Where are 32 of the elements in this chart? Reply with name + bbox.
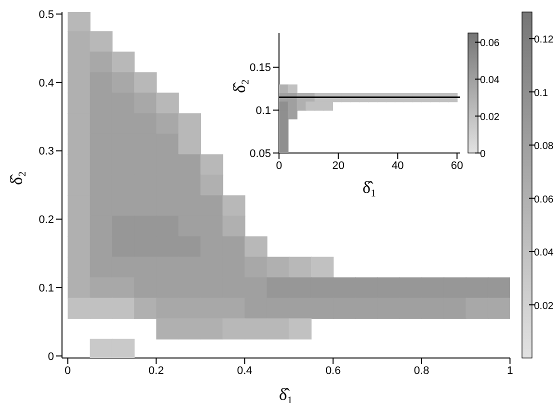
x-tick-label: 0.4 bbox=[237, 364, 252, 377]
y-tick-label: 0.1 bbox=[38, 282, 54, 294]
color-bar-label: 0.06 bbox=[480, 38, 500, 50]
y-axis-title: δ̂₂ bbox=[230, 79, 250, 93]
x-axis-title: δ̂₁ bbox=[362, 178, 376, 197]
color-bar-label: 0.04 bbox=[480, 75, 500, 86]
color-bar-label: 0 bbox=[480, 149, 486, 160]
y-tick-label: 0.4 bbox=[38, 77, 54, 90]
color-bar-label: 0.02 bbox=[534, 300, 554, 312]
x-tick-label: 0.6 bbox=[325, 364, 341, 377]
y-tick-label: 0.1 bbox=[256, 105, 271, 118]
x-tick-label: 0.2 bbox=[148, 364, 164, 377]
y-tick-label: 0.3 bbox=[38, 146, 54, 158]
y-tick-label: 0.05 bbox=[250, 148, 271, 160]
x-tick-label: 0 bbox=[276, 160, 282, 172]
y-axis-title: δ̂₂ bbox=[7, 171, 26, 185]
y-tick-label: 0.15 bbox=[250, 62, 271, 74]
x-tick-label: 60 bbox=[450, 160, 464, 172]
color-bar-label: 0.06 bbox=[534, 194, 554, 206]
x-tick-label: 40 bbox=[392, 160, 404, 172]
x-tick-label: 1 bbox=[506, 364, 514, 377]
x-tick-label: 0 bbox=[64, 364, 71, 377]
color-bar-label: 0.12 bbox=[534, 34, 554, 46]
color-bar-label: 0.04 bbox=[534, 248, 554, 259]
x-tick-label: 20 bbox=[332, 160, 344, 172]
y-tick-label: 0.5 bbox=[38, 8, 54, 21]
y-tick-label: 0 bbox=[48, 350, 54, 363]
y-tick-label: 0.2 bbox=[38, 214, 54, 226]
color-bar-label: 0.1 bbox=[534, 88, 548, 99]
color-bar-label: 0.02 bbox=[480, 112, 500, 124]
x-tick-label: 0.8 bbox=[414, 364, 430, 377]
color-bar-label: 0.08 bbox=[534, 141, 554, 152]
